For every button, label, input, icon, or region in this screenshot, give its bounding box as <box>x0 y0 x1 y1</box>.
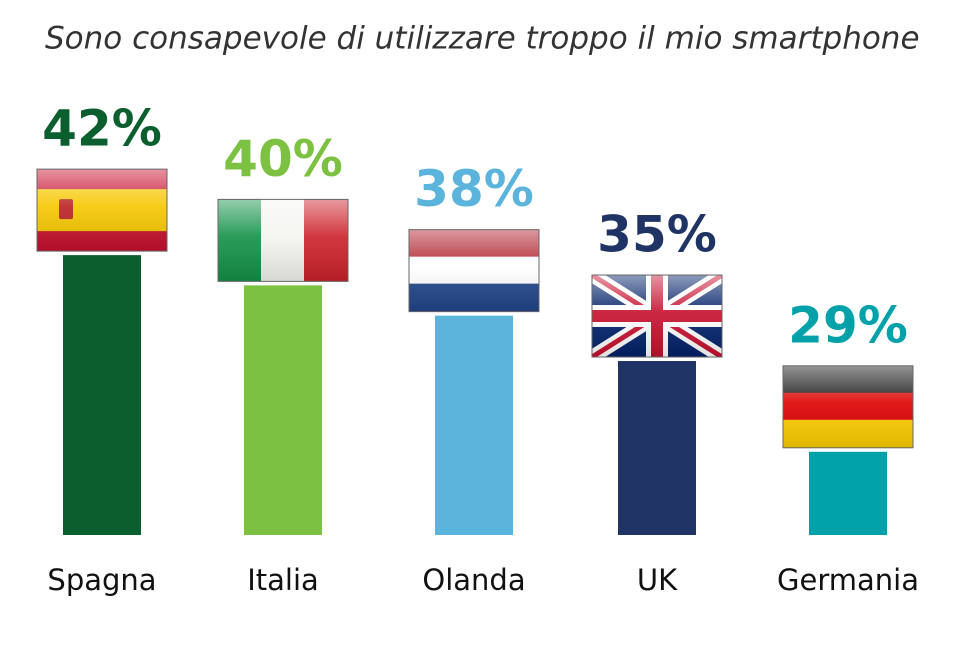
value-label: 35% <box>597 206 717 264</box>
value-label: 29% <box>788 296 908 354</box>
flag-gloss <box>782 365 914 449</box>
x-tick-label: Spagna <box>47 563 156 597</box>
flag-gloss <box>591 274 723 358</box>
value-label: 38% <box>414 160 534 218</box>
x-tick-label: Germania <box>777 563 919 597</box>
bar <box>244 285 322 535</box>
chart-title: Sono consapevole di utilizzare troppo il… <box>45 21 920 57</box>
bar <box>435 315 513 535</box>
flag-gloss <box>408 229 540 313</box>
x-tick-label: Olanda <box>422 563 525 597</box>
value-label: 40% <box>223 130 343 188</box>
x-tick-label: UK <box>637 563 678 597</box>
flag-gloss <box>217 198 349 282</box>
value-label: 42% <box>42 100 162 158</box>
x-tick-label: Italia <box>247 563 319 597</box>
bar <box>618 361 696 535</box>
bar <box>809 451 887 535</box>
bar <box>63 255 141 535</box>
flag-gloss <box>36 168 168 252</box>
